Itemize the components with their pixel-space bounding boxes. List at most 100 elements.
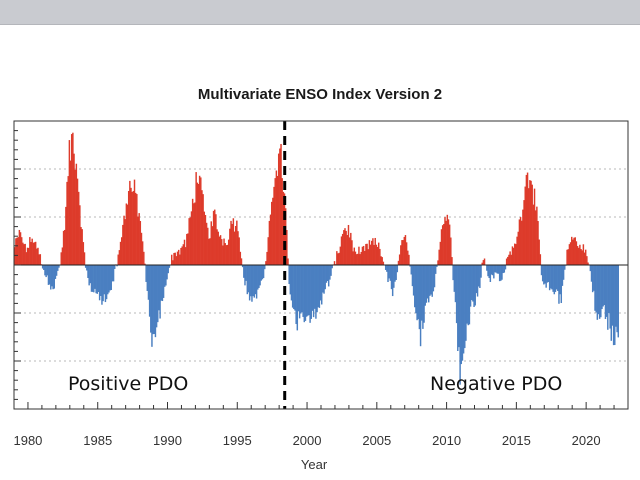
bar [544,265,546,284]
bar [154,265,157,338]
bar [266,251,268,265]
bar [440,229,443,265]
bar [564,265,566,270]
bar [193,203,195,265]
bar [241,265,244,268]
bar [579,244,581,265]
bar [430,265,432,295]
bar [110,265,112,291]
bar [421,265,423,321]
bar [218,236,221,265]
bar [104,265,107,303]
bar [418,265,421,330]
bar [453,265,456,292]
bar [159,265,161,319]
bar [547,265,550,283]
bar [175,256,178,265]
bar [209,238,211,265]
bar [67,176,69,265]
bar [558,265,560,304]
bar [445,220,447,265]
bar [333,261,336,265]
bar [329,265,331,280]
x-tick-label: 1980 [13,433,42,448]
bar [116,265,118,267]
bar [530,180,532,265]
bar [100,265,102,296]
bar [591,265,594,293]
bar [251,265,253,302]
bar [596,265,599,320]
bar [543,265,545,285]
bar [298,265,301,319]
bar [473,265,475,308]
bar [26,247,29,265]
bar [509,251,511,265]
bar [480,265,482,278]
bar [548,265,551,291]
bar [290,265,293,301]
x-tick-label: 2000 [293,433,322,448]
bar [327,265,330,287]
bar [545,265,547,288]
bar [161,265,164,302]
bar [573,237,575,265]
bar [96,265,99,294]
bar [165,265,167,286]
bar [130,187,132,265]
bar [415,265,417,314]
bar [272,197,274,265]
bar [123,215,125,265]
bar [350,232,352,265]
bar [486,265,488,271]
bar [143,251,145,265]
bar [417,265,419,320]
bar [471,265,473,301]
bar [360,251,363,265]
bar [341,233,344,265]
bar [439,241,442,265]
bar [236,220,238,265]
bar [70,134,73,265]
x-tick-label: 2020 [572,433,601,448]
bar [69,160,72,265]
x-tick-label: 2015 [502,433,531,448]
bar [576,246,579,265]
bar [68,140,71,265]
bar [498,265,501,282]
bar [30,242,32,265]
bar [88,265,90,286]
bar [33,242,36,265]
chart-title: Multivariate ENSO Index Version 2 [197,86,443,103]
bar [394,265,396,282]
bar [436,265,438,267]
bar [77,191,80,265]
bar [384,265,387,270]
bar [265,261,267,265]
window-top-bar [0,0,640,25]
bar [90,265,93,292]
bar [581,250,583,265]
bar [450,237,452,265]
bar [489,265,492,282]
bar [48,265,51,285]
bar [140,232,143,265]
bar [168,265,171,268]
bar [170,254,173,265]
bar [210,221,212,265]
bar [315,265,317,319]
bar [347,224,350,265]
bar [190,211,193,265]
bar [314,265,316,309]
bar [308,265,310,316]
bar [359,254,361,265]
bar [457,265,459,351]
bar [522,209,524,265]
bar [87,265,89,278]
bar [451,257,453,265]
bar [50,265,52,290]
bar [311,265,314,311]
bar [243,265,245,278]
bar [41,265,44,269]
bar [510,254,513,265]
